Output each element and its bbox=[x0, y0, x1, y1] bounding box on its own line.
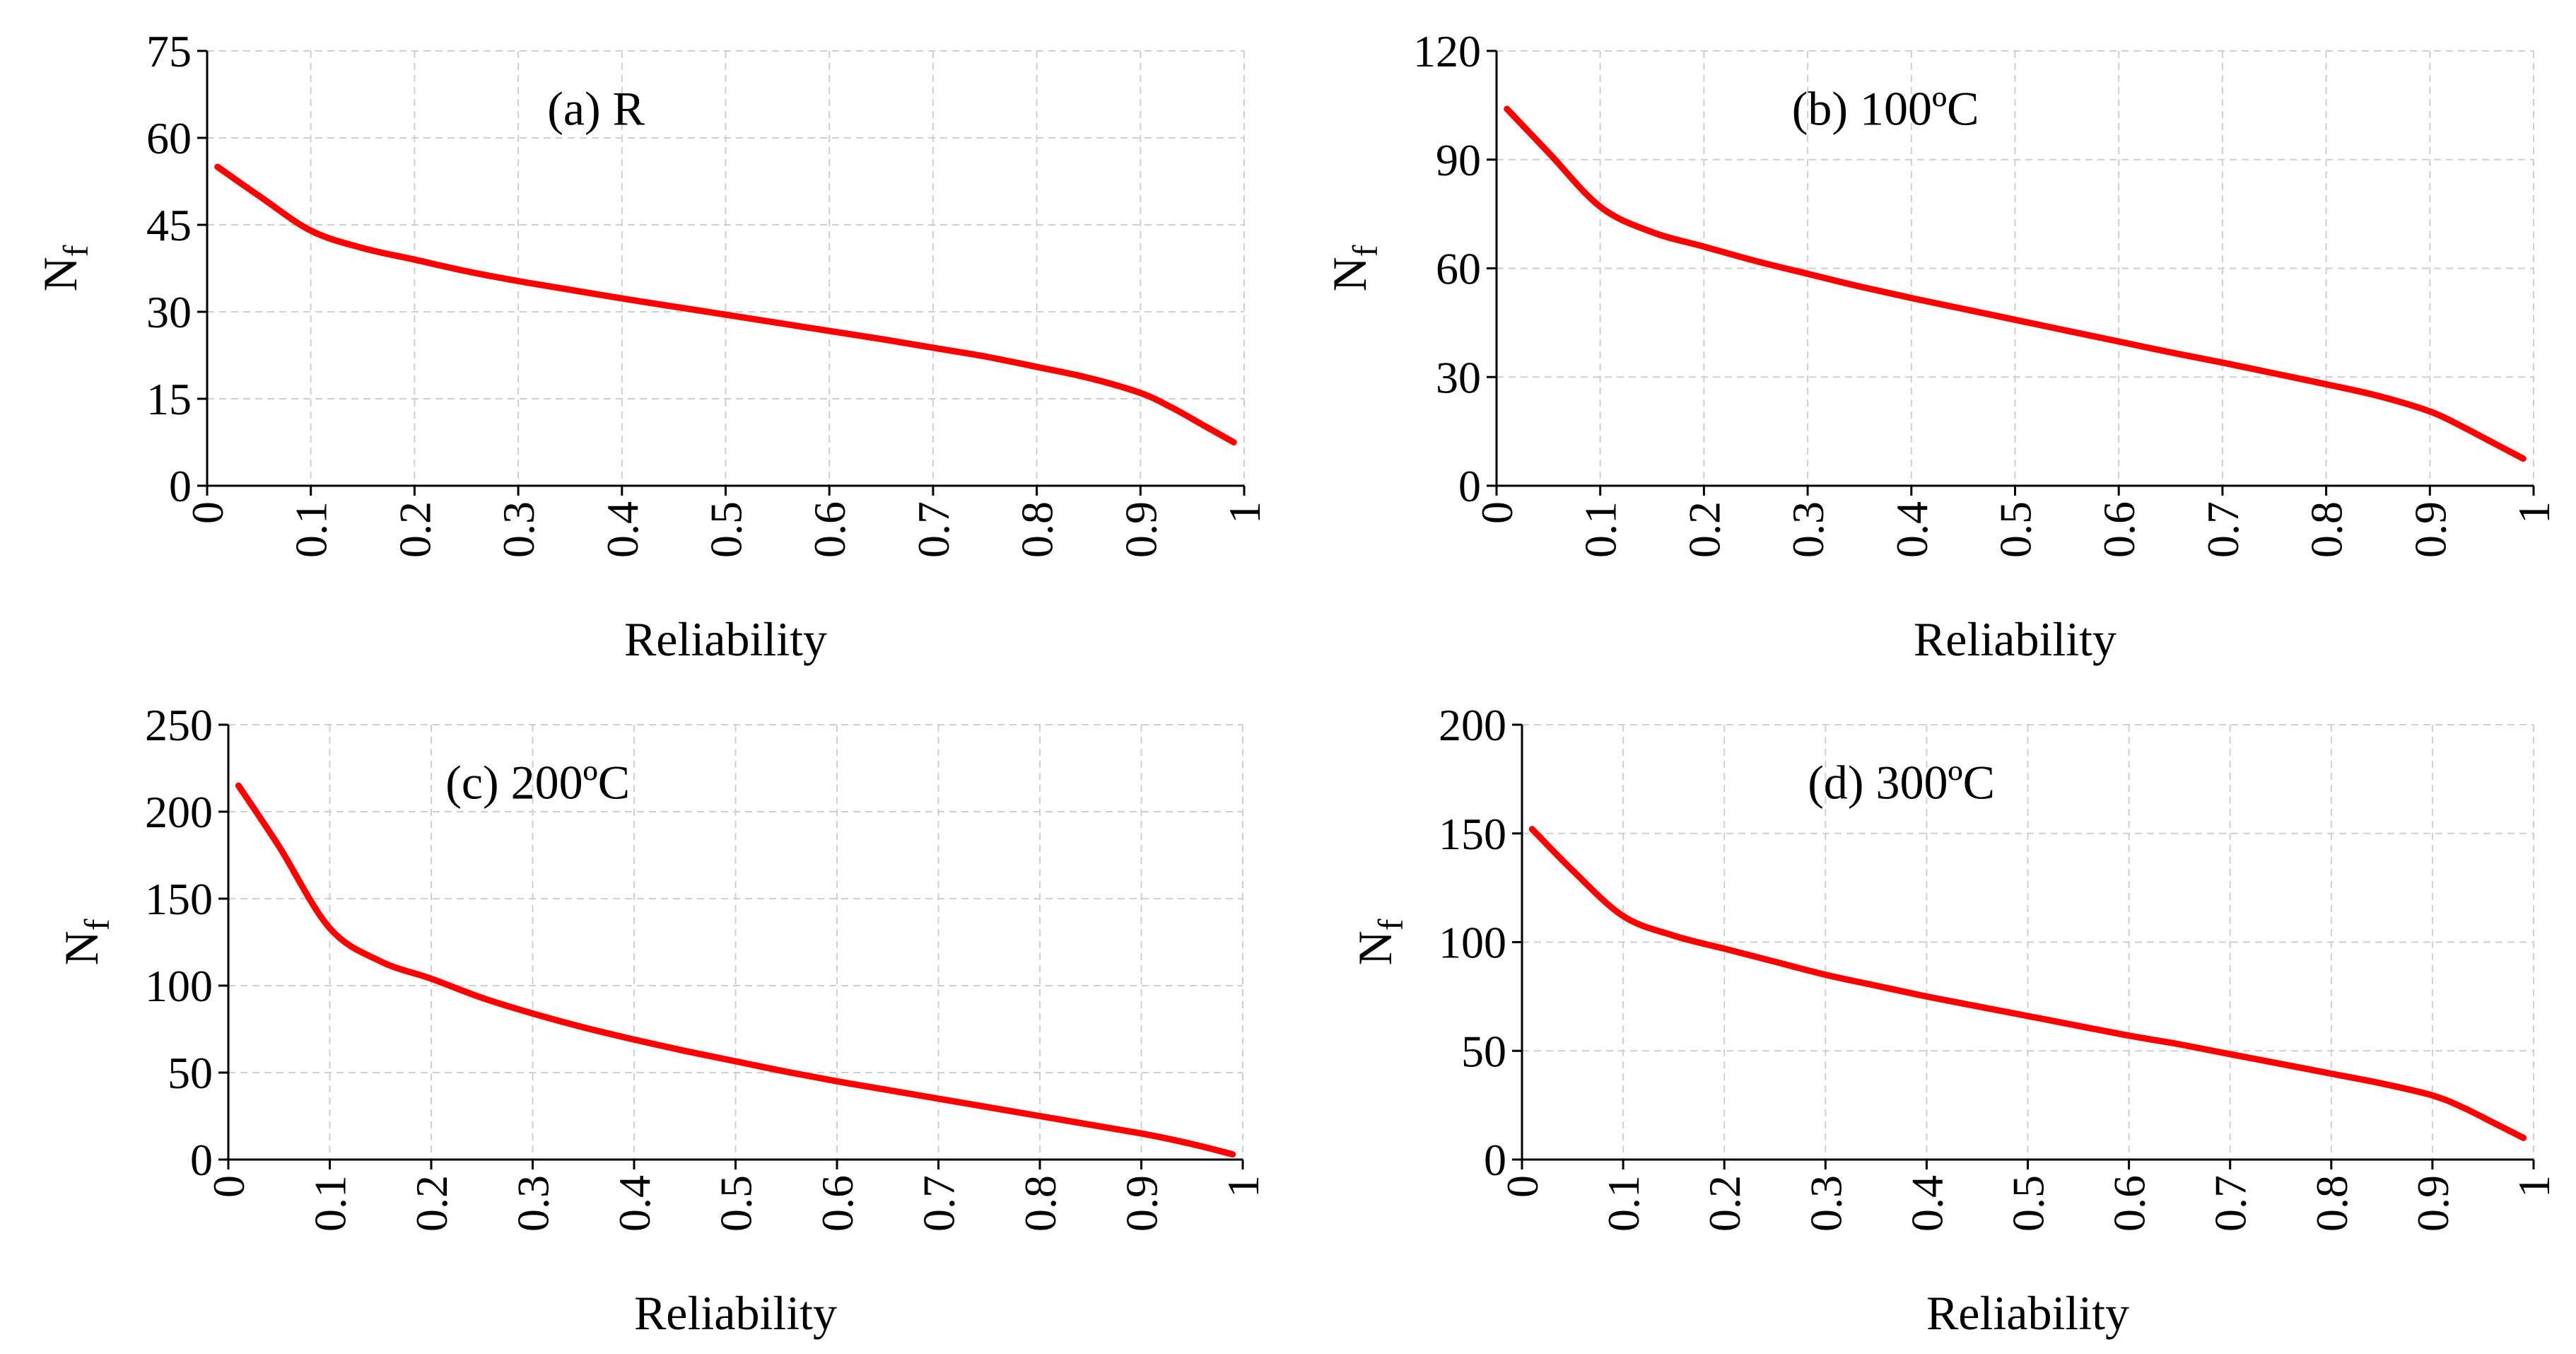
chart-c-x-tick-label-7: 0.7 bbox=[914, 1175, 964, 1232]
chart-b-x-tick-label-9: 0.9 bbox=[2405, 501, 2455, 558]
chart-c-y-tick-label-5: 250 bbox=[145, 700, 213, 750]
chart-b-y-title: Nf bbox=[1323, 245, 1385, 291]
chart-d-x-tick-label-7: 0.7 bbox=[2206, 1175, 2256, 1232]
chart-d-x-title: Reliability bbox=[1926, 1286, 2129, 1340]
chart-c-x-tick-label-1: 0.1 bbox=[305, 1175, 356, 1232]
chart-a-y-tick-label-5: 75 bbox=[146, 26, 192, 76]
chart-a-y-tick-label-3: 45 bbox=[146, 200, 192, 250]
chart-c: 0 50 100 150 200 250 0 0.1 0.2 0.3 0.4 0.5 0.6 0.7 0.8… bbox=[54, 700, 1268, 1340]
chart-b-x-tick-label-7: 0.7 bbox=[2198, 501, 2248, 558]
chart-a-x-tick-label-5: 0.5 bbox=[701, 501, 751, 558]
chart-c-x-tick-label-8: 0.8 bbox=[1015, 1175, 1065, 1232]
chart-b-y-tick-label-0: 0 bbox=[1458, 461, 1481, 511]
chart-d-x-tick-label-4: 0.4 bbox=[1902, 1175, 1952, 1232]
chart-b-x-tick-label-5: 0.5 bbox=[1991, 501, 2041, 558]
chart-d-y-title-sub: f bbox=[1371, 918, 1410, 930]
chart-a-series-line bbox=[214, 163, 1237, 445]
chart-c-x-tick-label-4: 0.4 bbox=[609, 1175, 660, 1232]
chart-b-y-title-main: N bbox=[1323, 257, 1376, 291]
chart-b: 0 30 60 90 120 0 0.1 0.2 0.3 0.4 0.5 0.6 0.7 0.8 0.9 1 R… bbox=[1323, 26, 2559, 666]
chart-a-x-tick-label-2: 0.2 bbox=[390, 501, 440, 558]
chart-d-x-tick-label-10: 1 bbox=[2509, 1175, 2559, 1198]
chart-d-x-tick-label-3: 0.3 bbox=[1801, 1175, 1851, 1232]
chart-b-x-tick-label-0: 0 bbox=[1472, 501, 1522, 524]
chart-a-x-tick-label-4: 0.4 bbox=[597, 501, 648, 558]
chart-c-y-tick-label-0: 0 bbox=[190, 1135, 213, 1185]
chart-c-y-title-main: N bbox=[54, 930, 108, 965]
chart-d-y-tick-label-1: 50 bbox=[1461, 1026, 1506, 1076]
chart-c-x-tick-label-3: 0.3 bbox=[508, 1175, 558, 1232]
chart-a-x-tick-label-7: 0.7 bbox=[908, 501, 959, 558]
chart-d-x-tick-label-2: 0.2 bbox=[1699, 1175, 1750, 1232]
chart-b-x-tick-label-1: 0.1 bbox=[1576, 501, 1626, 558]
chart-b-y-tick-label-3: 90 bbox=[1436, 135, 1481, 185]
chart-c-x-tick-label-2: 0.2 bbox=[406, 1175, 457, 1232]
chart-a-y-tick-label-1: 15 bbox=[146, 374, 192, 424]
chart-b-y-tick-label-4: 120 bbox=[1413, 26, 1481, 76]
chart-d-y-tick-label-3: 150 bbox=[1439, 809, 1506, 859]
chart-a: 0 15 30 45 60 75 0 0.1 0.2 0.3 0.4 0.5 0.6 0.7 0.8 0.9 1… bbox=[33, 26, 1270, 666]
chart-b-y-title-sub: f bbox=[1345, 245, 1385, 257]
chart-c-y-tick-label-1: 50 bbox=[168, 1048, 213, 1098]
chart-c-x-tick-label-5: 0.5 bbox=[711, 1175, 761, 1232]
chart-c-series-line bbox=[235, 782, 1236, 1158]
chart-a-y-title-main: N bbox=[33, 257, 87, 291]
chart-b-series-line bbox=[1504, 105, 2527, 462]
chart-c-x-tick-label-9: 0.9 bbox=[1117, 1175, 1167, 1232]
chart-d-x-tick-label-1: 0.1 bbox=[1598, 1175, 1649, 1232]
chart-a-x-tick-label-10: 1 bbox=[1219, 501, 1270, 524]
chart-a-y-tick-label-0: 0 bbox=[169, 461, 192, 511]
chart-d: 0 50 100 150 200 0 0.1 0.2 0.3 0.4 0.5 0.6 0.7 0.8 0.9… bbox=[1348, 700, 2559, 1340]
chart-a-x-title: Reliability bbox=[624, 612, 827, 666]
chart-d-y-tick-label-0: 0 bbox=[1484, 1135, 1506, 1185]
chart-a-x-tick-label-0: 0 bbox=[182, 501, 233, 524]
chart-b-x-tick-label-10: 1 bbox=[2509, 501, 2559, 524]
chart-b-y-tick-label-2: 60 bbox=[1436, 244, 1481, 294]
chart-d-x-tick-label-8: 0.8 bbox=[2307, 1175, 2357, 1232]
chart-d-x-tick-label-0: 0 bbox=[1497, 1175, 1547, 1198]
chart-d-series-line bbox=[1528, 826, 2527, 1141]
chart-b-panel-label: (b) 100ºC bbox=[1792, 82, 1979, 136]
chart-b-x-tick-label-8: 0.8 bbox=[2302, 501, 2352, 558]
chart-d-y-tick-label-4: 200 bbox=[1439, 700, 1506, 750]
chart-c-x-tick-label-6: 0.6 bbox=[812, 1175, 862, 1232]
chart-b-y-tick-label-1: 30 bbox=[1436, 352, 1481, 402]
chart-b-x-tick-label-2: 0.2 bbox=[1679, 501, 1729, 558]
chart-a-y-tick-label-2: 30 bbox=[146, 287, 192, 337]
chart-a-panel-label: (a) R bbox=[547, 82, 645, 136]
chart-c-y-tick-label-2: 100 bbox=[145, 961, 213, 1011]
chart-c-y-tick-label-3: 150 bbox=[145, 874, 213, 924]
chart-c-y-title-sub: f bbox=[77, 918, 117, 930]
chart-b-x-tick-label-6: 0.6 bbox=[2094, 501, 2144, 558]
chart-d-panel-label: (d) 300ºC bbox=[1808, 756, 1995, 810]
chart-a-x-tick-label-6: 0.6 bbox=[804, 501, 855, 558]
chart-c-panel-label: (c) 200ºC bbox=[445, 756, 630, 810]
chart-b-x-title: Reliability bbox=[1914, 612, 2117, 666]
chart-a-x-tick-label-9: 0.9 bbox=[1116, 501, 1166, 558]
chart-a-y-title-sub: f bbox=[56, 245, 95, 257]
chart-d-y-tick-label-2: 100 bbox=[1439, 918, 1506, 968]
chart-d-y-title-main: N bbox=[1348, 930, 1402, 965]
chart-a-x-tick-label-1: 0.1 bbox=[286, 501, 336, 558]
chart-c-y-tick-label-4: 200 bbox=[145, 787, 213, 837]
chart-d-y-title: Nf bbox=[1348, 918, 1410, 965]
chart-b-x-tick-label-4: 0.4 bbox=[1887, 501, 1937, 558]
chart-a-x-tick-label-3: 0.3 bbox=[493, 501, 544, 558]
chart-c-x-title: Reliability bbox=[634, 1286, 837, 1340]
chart-c-x-tick-label-0: 0 bbox=[204, 1175, 254, 1198]
chart-b-x-tick-label-3: 0.3 bbox=[1783, 501, 1833, 558]
chart-c-x-tick-label-10: 1 bbox=[1218, 1175, 1268, 1198]
chart-a-y-title: Nf bbox=[33, 245, 95, 291]
chart-d-x-tick-label-9: 0.9 bbox=[2408, 1175, 2458, 1232]
chart-d-x-tick-label-6: 0.6 bbox=[2104, 1175, 2155, 1232]
chart-a-y-tick-label-4: 60 bbox=[146, 113, 192, 163]
chart-d-x-tick-label-5: 0.5 bbox=[2003, 1175, 2054, 1232]
chart-a-x-tick-label-8: 0.8 bbox=[1012, 501, 1062, 558]
chart-c-y-title: Nf bbox=[54, 918, 117, 965]
